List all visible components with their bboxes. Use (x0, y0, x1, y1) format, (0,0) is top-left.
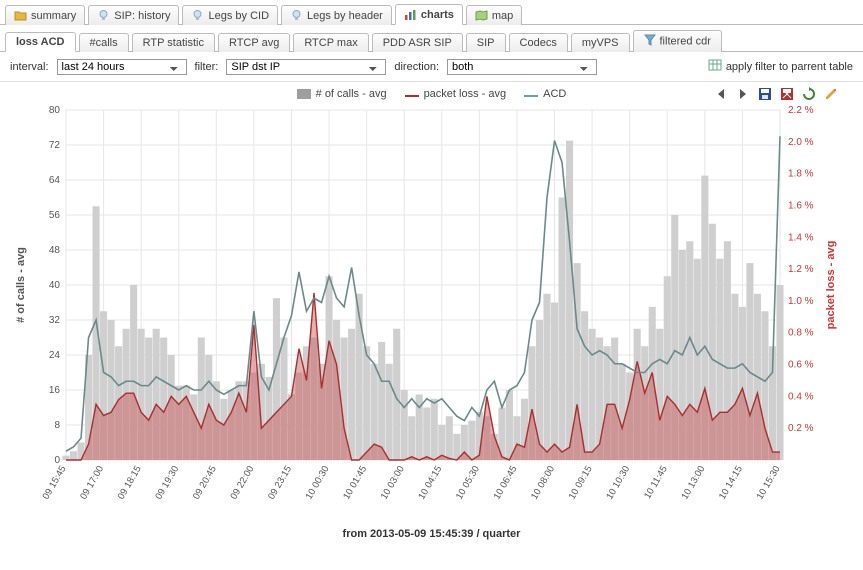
svg-text:24: 24 (49, 350, 61, 361)
next-icon[interactable] (735, 86, 751, 102)
filter-select[interactable]: SIP dst IP (226, 59, 386, 75)
chart-canvas: 081624324048566472800.2 %0.4 %0.6 %0.8 %… (8, 104, 848, 524)
svg-text:1.0 %: 1.0 % (788, 296, 814, 307)
svg-text:10 08:00: 10 08:00 (529, 464, 557, 502)
svg-text:2.0 %: 2.0 % (788, 137, 814, 148)
sub-tab-filtered-cdr[interactable]: filtered cdr (633, 30, 722, 52)
top-tab-summary[interactable]: summary (5, 5, 85, 25)
save-icon[interactable] (757, 86, 773, 102)
bulb-icon (290, 9, 303, 22)
legend-loss: packet loss - avg (405, 88, 507, 100)
sub-tab-rtp-statistic[interactable]: RTP statistic (132, 33, 215, 52)
sub-tab--calls[interactable]: #calls (79, 33, 129, 52)
filter-icon (644, 34, 656, 49)
svg-text:10 04:15: 10 04:15 (416, 464, 444, 502)
svg-text:09 23:15: 09 23:15 (266, 464, 294, 502)
bulb-icon (97, 9, 110, 22)
svg-text:32: 32 (49, 315, 61, 326)
svg-text:# of calls - avg: # of calls - avg (15, 247, 27, 323)
apply-filter-button[interactable]: apply filter to parrent table (708, 58, 853, 75)
svg-text:10 06:45: 10 06:45 (492, 464, 520, 502)
sub-tab-bar: loss ACD#callsRTP statisticRTCP avgRTCP … (0, 25, 863, 52)
folder-icon (14, 9, 27, 22)
svg-text:packet loss - avg: packet loss - avg (825, 241, 837, 330)
legend-calls-label: # of calls - avg (316, 88, 387, 100)
svg-text:1.8 %: 1.8 % (788, 169, 814, 180)
svg-text:10 11:45: 10 11:45 (642, 464, 670, 501)
sub-tab-myvps[interactable]: myVPS (571, 33, 630, 52)
svg-text:10 01:45: 10 01:45 (341, 464, 369, 502)
svg-text:8: 8 (54, 420, 60, 431)
apply-filter-label: apply filter to parrent table (726, 61, 853, 73)
sub-tab-loss-acd[interactable]: loss ACD (5, 32, 76, 52)
svg-text:09 22:00: 09 22:00 (228, 464, 256, 502)
svg-text:64: 64 (49, 175, 61, 186)
svg-text:72: 72 (49, 140, 61, 151)
svg-text:0.8 %: 0.8 % (788, 328, 814, 339)
svg-text:10 15:30: 10 15:30 (755, 464, 783, 502)
edit-icon[interactable] (823, 86, 839, 102)
sub-tab-codecs[interactable]: Codecs (509, 33, 568, 52)
legend-acd: ACD (524, 88, 566, 100)
sub-tab-rtcp-avg[interactable]: RTCP avg (218, 33, 290, 52)
bulb-icon (191, 9, 204, 22)
svg-text:40: 40 (49, 280, 61, 291)
svg-text:16: 16 (49, 385, 61, 396)
chart-icon (404, 8, 417, 21)
svg-text:2.2 %: 2.2 % (788, 105, 814, 116)
filter-label: filter: (195, 61, 219, 73)
svg-text:48: 48 (49, 245, 61, 256)
svg-text:10 09:15: 10 09:15 (567, 464, 595, 502)
svg-text:10 13:00: 10 13:00 (679, 464, 707, 502)
filter-bar: interval: last 24 hours filter: SIP dst … (0, 52, 863, 82)
table-icon (708, 58, 722, 75)
svg-text:09 17:00: 09 17:00 (78, 464, 106, 502)
svg-text:0.4 %: 0.4 % (788, 391, 814, 402)
svg-text:56: 56 (49, 210, 61, 221)
direction-select[interactable]: both (447, 59, 597, 75)
svg-text:10 14:15: 10 14:15 (717, 464, 745, 502)
svg-text:10 05:30: 10 05:30 (454, 464, 482, 502)
top-tab-charts[interactable]: charts (395, 4, 463, 25)
chart-footer-label: from 2013-05-09 15:45:39 / quarter (8, 524, 855, 544)
svg-text:10 00:30: 10 00:30 (304, 464, 332, 502)
svg-text:09 19:30: 09 19:30 (153, 464, 181, 502)
direction-label: direction: (394, 61, 439, 73)
legend-calls: # of calls - avg (297, 88, 387, 100)
map-icon (475, 9, 488, 22)
svg-text:09 15:45: 09 15:45 (41, 464, 69, 502)
interval-select[interactable]: last 24 hours (57, 59, 187, 75)
top-tab-legs-by-cid[interactable]: Legs by CID (182, 5, 278, 25)
svg-text:09 20:45: 09 20:45 (191, 464, 219, 502)
chart-panel: # of calls - avg packet loss - avg ACD 0… (0, 82, 863, 548)
refresh-icon[interactable] (801, 86, 817, 102)
svg-text:09 18:15: 09 18:15 (116, 464, 144, 502)
delete-icon[interactable] (779, 86, 795, 102)
prev-icon[interactable] (713, 86, 729, 102)
sub-tab-pdd-asr-sip[interactable]: PDD ASR SIP (372, 33, 463, 52)
sub-tab-rtcp-max[interactable]: RTCP max (293, 33, 368, 52)
svg-text:0.2 %: 0.2 % (788, 423, 814, 434)
svg-text:1.6 %: 1.6 % (788, 200, 814, 211)
svg-text:80: 80 (49, 105, 61, 116)
legend-loss-label: packet loss - avg (424, 88, 507, 100)
svg-text:10 03:00: 10 03:00 (379, 464, 407, 502)
top-tab-sip-history[interactable]: SIP: history (88, 5, 179, 25)
chart-toolbar (713, 86, 839, 102)
top-tab-map[interactable]: map (466, 5, 522, 25)
svg-text:10 10:30: 10 10:30 (604, 464, 632, 502)
legend-acd-label: ACD (543, 88, 566, 100)
svg-text:1.4 %: 1.4 % (788, 232, 814, 243)
interval-label: interval: (10, 61, 49, 73)
top-tab-bar: summarySIP: historyLegs by CIDLegs by he… (0, 0, 863, 25)
sub-tab-sip[interactable]: SIP (466, 33, 506, 52)
svg-text:0.6 %: 0.6 % (788, 360, 814, 371)
top-tab-legs-by-header[interactable]: Legs by header (281, 5, 392, 25)
svg-text:1.2 %: 1.2 % (788, 264, 814, 275)
